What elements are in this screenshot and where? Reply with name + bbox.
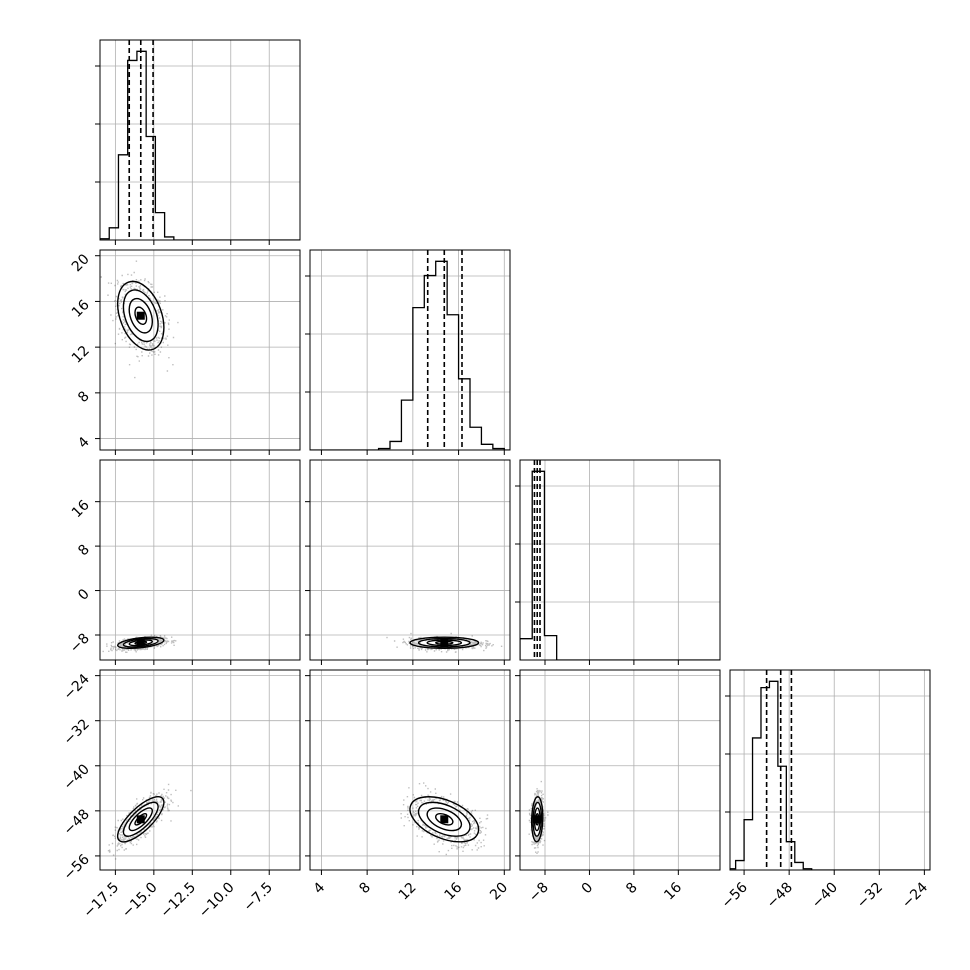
y-tick-label: 8 xyxy=(75,388,93,406)
x-tick-label: 20 xyxy=(487,880,511,904)
x-tick-label: 0 xyxy=(579,880,597,898)
pair-content xyxy=(386,632,503,653)
contour-level xyxy=(134,306,148,325)
x-tick-label: 12 xyxy=(396,880,420,904)
contour-level xyxy=(122,289,159,343)
x-tick-label: −40 xyxy=(809,880,841,912)
y-tick-label: −48 xyxy=(61,806,93,838)
scatter-points xyxy=(386,632,503,653)
panel-frame xyxy=(519,669,721,871)
contour-level xyxy=(116,280,165,351)
pair-panel-2-3 xyxy=(519,669,721,871)
x-tick-label: −32 xyxy=(854,880,886,912)
density-peak xyxy=(136,638,145,647)
x-tick-label: 8 xyxy=(623,880,641,898)
pair-content xyxy=(100,260,179,379)
pair-panel-1-3 xyxy=(309,669,511,871)
y-tick-label: 16 xyxy=(69,297,93,321)
x-tick-label: −24 xyxy=(899,879,931,911)
density-peak xyxy=(136,815,145,824)
pair-content xyxy=(107,783,192,860)
pair-content xyxy=(528,780,549,854)
contour-level xyxy=(409,796,480,843)
density-peak xyxy=(533,815,542,824)
y-tick-label: 0 xyxy=(75,586,93,604)
contour-level xyxy=(417,637,471,648)
y-tick-label: −32 xyxy=(61,716,93,748)
y-tick-label: −40 xyxy=(61,761,93,793)
scatter-points xyxy=(102,634,177,653)
y-tick-label: 12 xyxy=(69,343,93,367)
x-tick-label: 16 xyxy=(661,879,685,903)
contour-level xyxy=(409,636,480,650)
pair-panel-0-2 xyxy=(99,459,301,661)
histogram-panel-0 xyxy=(95,39,301,241)
panel-frame xyxy=(309,669,511,871)
panel-frame xyxy=(99,459,301,661)
panel-frame xyxy=(99,669,301,871)
x-tick-label: −7.5 xyxy=(241,880,276,915)
panel-frame xyxy=(309,249,511,451)
contour-level xyxy=(128,297,154,334)
y-tick-label: 4 xyxy=(75,434,93,452)
y-tick-label: 8 xyxy=(75,542,93,560)
y-tick-label: 20 xyxy=(69,251,93,275)
contour-level xyxy=(435,812,454,826)
contour-level xyxy=(426,807,463,832)
density-peak xyxy=(440,815,449,824)
pair-panel-0-1 xyxy=(99,249,301,451)
panel-frame xyxy=(519,459,721,661)
x-tick-label: 16 xyxy=(441,879,465,903)
pair-content xyxy=(102,634,177,653)
y-tick-label: 16 xyxy=(69,497,93,521)
x-tick-label: −12.5 xyxy=(157,880,199,922)
contour-level xyxy=(128,807,154,832)
contour-level xyxy=(417,801,471,837)
panel-frame xyxy=(309,459,511,661)
x-tick-label: −8 xyxy=(526,880,552,906)
x-tick-label: 8 xyxy=(356,880,374,898)
x-tick-label: −15.0 xyxy=(119,880,161,922)
y-tick-label: −8 xyxy=(67,631,93,657)
histogram-panel-1 xyxy=(305,249,511,451)
x-tick-label: 4 xyxy=(311,879,329,897)
y-tick-label: −56 xyxy=(61,851,93,883)
x-tick-label: −56 xyxy=(719,879,751,911)
scatter-points xyxy=(400,782,489,856)
histogram-step-line xyxy=(100,50,300,240)
contour-level xyxy=(532,801,543,837)
x-tick-label: −17.5 xyxy=(81,880,123,922)
panel-frame xyxy=(729,669,931,871)
x-tick-label: −48 xyxy=(764,880,796,912)
contour-level xyxy=(116,636,165,650)
histogram-step-line xyxy=(730,680,930,870)
panel-frame xyxy=(99,39,301,241)
contour-level xyxy=(122,801,159,837)
y-tick-label: −24 xyxy=(61,671,93,703)
panel-frame xyxy=(99,249,301,451)
pair-panel-1-2 xyxy=(309,459,511,661)
contour-level xyxy=(530,796,544,843)
x-tick-label: −10.0 xyxy=(196,880,238,922)
histogram-panel-3 xyxy=(725,669,931,871)
histogram-panel-2 xyxy=(515,459,721,661)
density-peak xyxy=(440,638,449,647)
scatter-points xyxy=(100,260,179,379)
contour-level xyxy=(116,796,165,843)
pair-content xyxy=(400,782,489,856)
histogram-step-line xyxy=(520,470,720,660)
histogram-step-line xyxy=(310,260,510,450)
density-peak xyxy=(136,311,145,320)
pair-panel-0-3 xyxy=(99,669,301,871)
